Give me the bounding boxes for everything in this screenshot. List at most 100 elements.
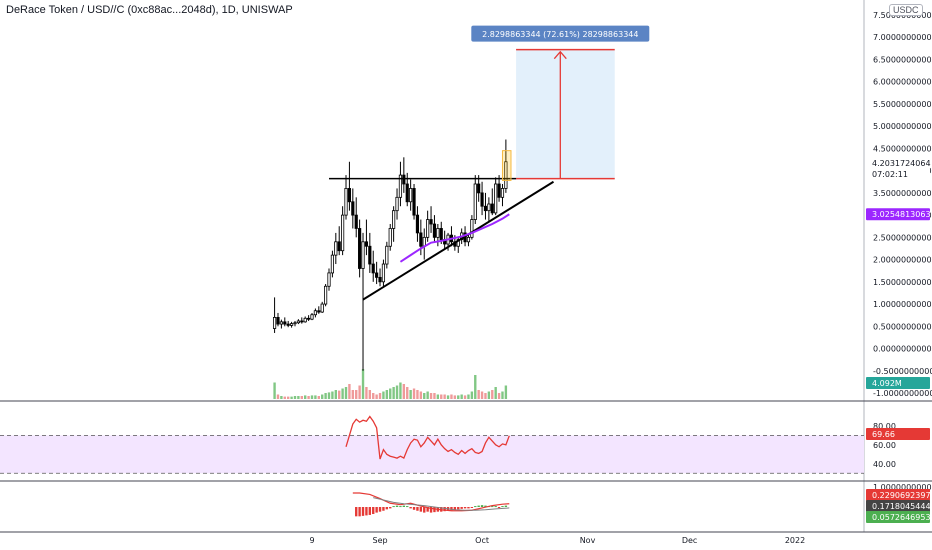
macd-histogram-bar [378, 507, 382, 512]
macd-signal-line [373, 497, 510, 511]
volume-bar [406, 387, 409, 399]
candle-body [412, 188, 416, 216]
candle-body [300, 320, 304, 323]
rsi-value-tag-bg [866, 428, 930, 440]
chart-title: DeRace Token / USD//C (0xc88ac...2048d),… [6, 4, 293, 16]
time-axis[interactable]: 9 Sep Oct Nov Dec 2022 [309, 536, 805, 545]
volume-bar [300, 396, 303, 399]
volume-bar [358, 385, 361, 399]
candle-body [439, 228, 443, 240]
candle-body [303, 317, 307, 323]
volume-bar [297, 396, 300, 399]
volume-bar [494, 387, 497, 399]
candle-body [358, 228, 362, 269]
price-axis[interactable]: 7.50000000007.00000000006.50000000006.00… [873, 11, 932, 398]
time-tick-label: Nov [580, 536, 596, 545]
macd-histogram-bar [450, 507, 453, 511]
macd-histogram-bar [412, 507, 416, 510]
macd-histogram-bar [395, 505, 399, 507]
macd-histogram-bar [474, 506, 477, 508]
rsi-tick-label: 80.00 [873, 422, 896, 431]
measurement-arrow-head [553, 50, 567, 60]
candle-body [307, 317, 311, 320]
candle-body [283, 321, 287, 325]
highlight-box [501, 150, 512, 181]
candle-body [504, 161, 508, 189]
volume-bar [385, 390, 389, 399]
volume-bar [293, 396, 297, 399]
volume-bar [440, 394, 443, 399]
volume-bar [324, 393, 327, 399]
measurement-tool[interactable]: 2.8298863344 (72.61%) 28298863344 [471, 25, 650, 180]
volume-bar [474, 375, 477, 399]
volume-value-tag: 4.092M [872, 379, 902, 388]
macd-histogram-bar [470, 507, 474, 508]
macd-histogram-bar [406, 506, 409, 508]
volume-bar [317, 396, 320, 399]
ma-value-tag-bg [866, 208, 930, 221]
measurement-range-box [516, 49, 615, 179]
macd-histogram-bar [463, 507, 467, 509]
candle-body [317, 310, 321, 313]
candle-body [334, 241, 338, 256]
candle-body [487, 203, 491, 212]
volume-bar [276, 394, 280, 399]
price-tick-label: 7.0000000000 [873, 33, 932, 42]
candle-body [368, 245, 372, 265]
candle-body [422, 236, 426, 247]
rsi-pane: 80.00 60.00 40.00 [0, 415, 896, 474]
price-tick-label: 5.5000000000 [873, 100, 932, 109]
candle-body [490, 203, 494, 214]
last-price-tag: 4.2031724064 [872, 159, 931, 168]
last-price-tag-bg [866, 156, 930, 169]
volume-bar [290, 396, 293, 399]
candle-body [354, 214, 358, 229]
candle-body [494, 183, 498, 214]
macd-line [352, 492, 510, 512]
measurement-label-box [471, 25, 650, 42]
macd-histogram-bar [443, 507, 446, 512]
price-tick-label: 0.5000000000 [873, 322, 932, 331]
volume-bar [450, 394, 453, 399]
candle-body [351, 201, 355, 216]
candle-body [415, 214, 420, 234]
measurement-label: 2.8298863344 (72.61%) 28298863344 [482, 30, 638, 39]
macd-histogram-bar [477, 505, 480, 507]
volume-bar [399, 382, 402, 399]
macd-histogram-bar [494, 506, 497, 508]
countdown-tag: 07:02:11 [872, 170, 908, 179]
volume-bar [382, 391, 385, 399]
rsi-tick-label: 40.00 [873, 460, 896, 469]
volume-bar [389, 388, 392, 399]
candle-body [371, 263, 375, 274]
price-tick-label: 6.0000000000 [873, 78, 932, 87]
volume-bar [423, 393, 426, 399]
volume-bar [378, 393, 382, 399]
candle-body [310, 314, 314, 320]
volume-bar [453, 395, 457, 399]
chart-drawings[interactable] [329, 150, 555, 301]
macd-histogram-bar [409, 507, 412, 509]
rsi-band [0, 435, 864, 474]
candle-body [483, 205, 488, 212]
candle-body [279, 321, 283, 325]
macd-histogram-bar [392, 506, 395, 508]
candle-body [364, 241, 369, 247]
volume-bar [361, 369, 365, 399]
candle-body [361, 241, 365, 269]
volume-bar [392, 387, 395, 399]
volume-bar [331, 391, 334, 399]
rsi-line [345, 415, 510, 460]
candle-body [432, 223, 437, 238]
time-tick-label: 9 [309, 536, 314, 545]
volume-bar [491, 390, 494, 399]
volume-bars [273, 369, 508, 399]
candlestick-series [272, 139, 508, 371]
volume-bar [436, 394, 440, 399]
volume-bar [321, 394, 324, 399]
price-tick-label: 3.5000000000 [873, 189, 932, 198]
volume-bar [467, 394, 470, 399]
currency-badge[interactable]: USDC [889, 4, 923, 16]
candle-body [436, 228, 440, 238]
